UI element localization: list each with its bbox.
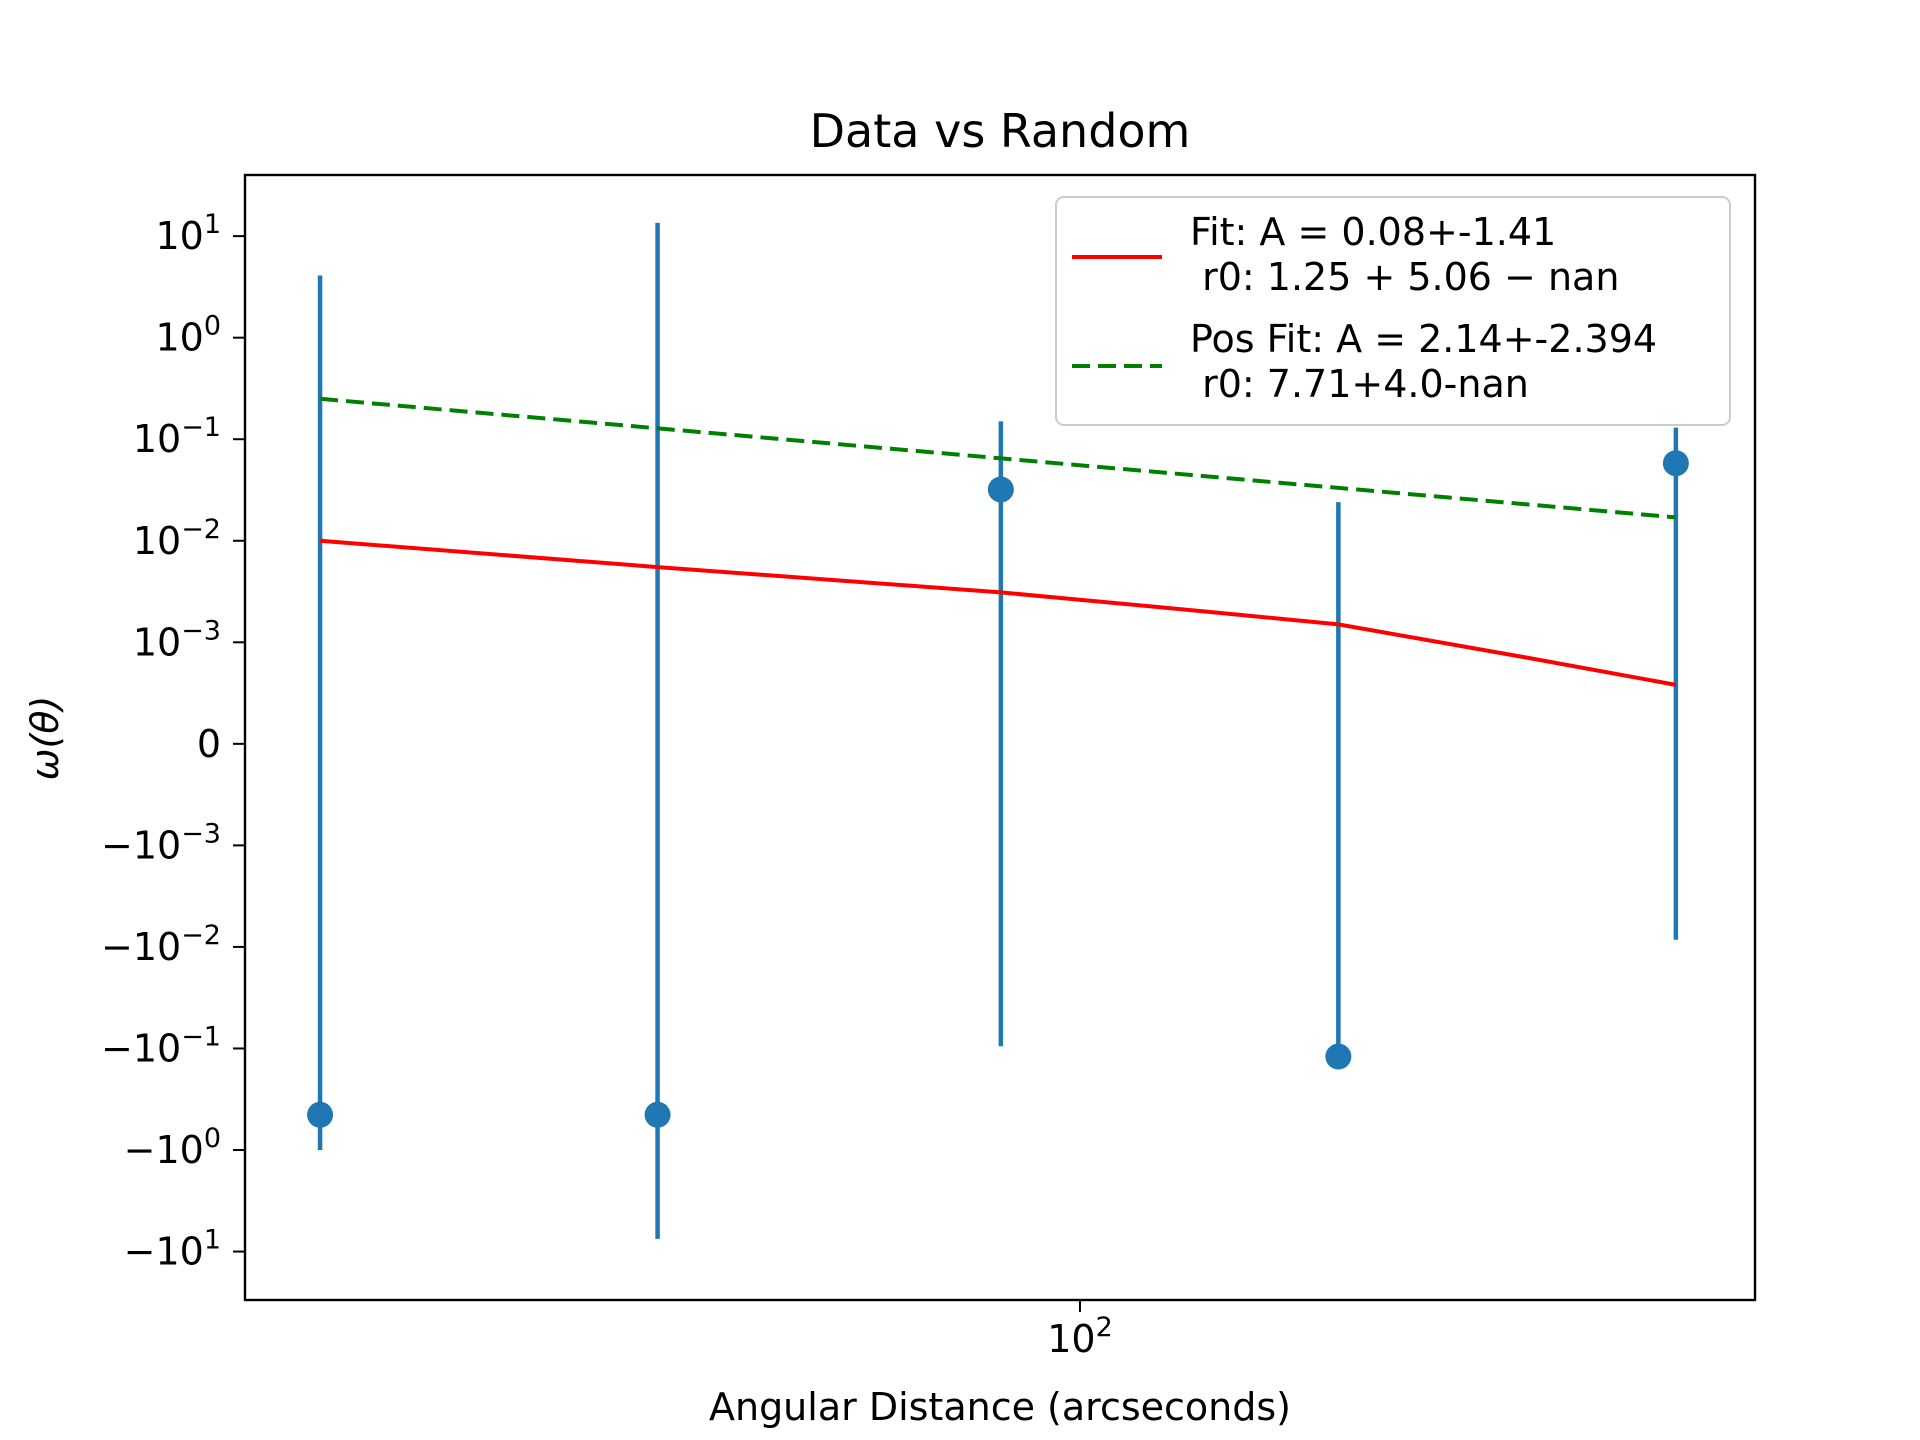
data-point [307, 1101, 334, 1128]
legend-label-fit-line1: Fit: A = 0.08+-1.41 [1190, 210, 1556, 254]
y-tick-label: −10−2 [101, 920, 221, 969]
y-tick-label: 101 [155, 209, 221, 258]
y-tick-label: −101 [124, 1225, 221, 1274]
plot-frame [243, 173, 1757, 1302]
y-tick-label: −10−1 [101, 1021, 221, 1070]
y-tick-label: −10−3 [101, 818, 221, 867]
data-point [1662, 450, 1689, 477]
x-tick-label: 102 [1047, 1312, 1113, 1361]
data-point [1325, 1043, 1352, 1070]
data-point [644, 1101, 671, 1128]
legend: Fit: A = 0.08+-1.41 r0: 1.25 + 5.06 − na… [1055, 196, 1731, 426]
x-axis: 102 [1047, 1300, 1113, 1361]
y-tick-label: 0 [197, 722, 221, 766]
y-axis-label: ω(θ) [23, 696, 67, 781]
y-tick-label: 10−2 [133, 514, 221, 563]
y-tick-label: −100 [124, 1123, 221, 1172]
pos-fit-line [319, 396, 1677, 520]
y-tick-label: 100 [155, 311, 221, 360]
y-tick-label: 10−1 [133, 412, 221, 461]
legend-box [1055, 196, 1731, 426]
data-point [987, 476, 1014, 503]
legend-label-fit-line2: r0: 1.25 + 5.06 − nan [1190, 255, 1619, 299]
x-axis-label: Angular Distance (arcseconds) [709, 1385, 1291, 1429]
legend-label-pos-fit-line1: Pos Fit: A = 2.14+-2.394 [1190, 317, 1657, 361]
y-tick-label: 10−3 [133, 615, 221, 664]
plot-area [307, 222, 1689, 1239]
legend-label-pos-fit-line2: r0: 7.71+4.0-nan [1190, 362, 1529, 406]
fit-line [319, 538, 1677, 687]
chart-title: Data vs Random [810, 104, 1191, 158]
y-axis: 101 100 10−1 10−2 10−3 0 −10−3 −10−2 −10−1 −100 −1… [101, 209, 245, 1274]
